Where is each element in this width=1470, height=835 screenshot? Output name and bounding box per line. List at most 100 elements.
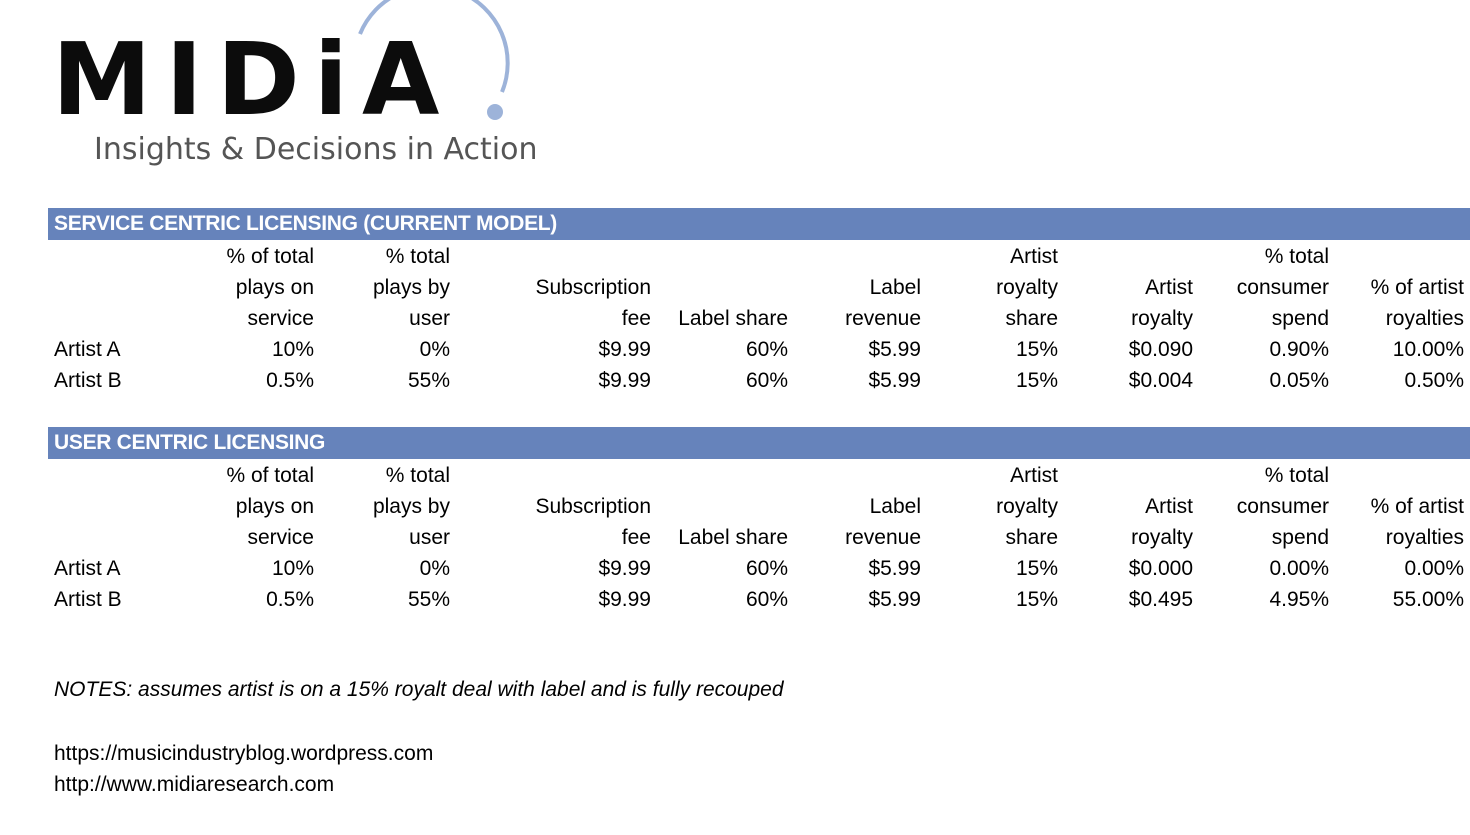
column-header-line — [1131, 460, 1193, 491]
column-header-line — [678, 272, 788, 303]
column-header-line — [678, 460, 788, 491]
column-header-line: service — [247, 526, 314, 549]
column-header: Subscription fee — [535, 241, 651, 334]
column-header: % of artist royalties — [1371, 460, 1464, 553]
column-header-line: spend — [1271, 526, 1329, 549]
column-header: Artist royalty share — [996, 460, 1058, 553]
table-cell: 15% — [1015, 338, 1058, 361]
table-cell: 0.05% — [1269, 369, 1329, 392]
column-header-line: plays by — [372, 276, 450, 299]
column-header-line — [678, 241, 788, 272]
column-header: Artist royalty share — [996, 241, 1058, 334]
table-cell: $0.000 — [1128, 557, 1193, 580]
table-cell: 0.50% — [1404, 369, 1464, 392]
table-cell: $9.99 — [598, 338, 651, 361]
table-row: Artist A 10% 0% $9.99 60% $5.99 15% $0.000 0.00%… — [48, 553, 1470, 584]
column-header: Artist royalty — [1131, 460, 1193, 553]
column-header-line — [1371, 241, 1464, 272]
column-header-line: Subscription — [535, 276, 651, 299]
column-header-line: user — [409, 307, 450, 330]
column-header-line: Artist — [1145, 495, 1193, 518]
row-label: Artist A — [54, 338, 121, 361]
column-header: Label share — [678, 460, 788, 553]
table-cell: 60% — [745, 369, 788, 392]
column-header-line — [678, 491, 788, 522]
table-row: Artist A 10% 0% $9.99 60% $5.99 15% $0.090 0.90%… — [48, 334, 1470, 365]
column-header-line — [1371, 460, 1464, 491]
column-header-line: Label share — [678, 526, 788, 549]
table-cell: $0.495 — [1128, 588, 1193, 611]
column-header-line: service — [247, 307, 314, 330]
column-header-line: Subscription — [535, 495, 651, 518]
column-header: % of total plays on service — [226, 460, 314, 553]
column-header-line: share — [1005, 307, 1058, 330]
notes-text: NOTES: assumes artist is on a 15% royalt… — [54, 678, 784, 701]
blog-link[interactable]: https://musicindustryblog.wordpress.com — [54, 742, 434, 765]
section-title: USER CENTRIC LICENSING — [48, 427, 1470, 459]
column-header-line: % total — [385, 245, 450, 268]
column-header-line: consumer — [1236, 495, 1329, 518]
column-header-line: % of total — [226, 464, 314, 487]
logo-wordmark: MIDiA — [52, 21, 454, 138]
table-cell: 10% — [271, 338, 314, 361]
column-header-line: Label — [869, 276, 921, 299]
column-header-line: user — [409, 526, 450, 549]
column-header-line — [535, 241, 651, 272]
table-cell: $5.99 — [868, 338, 921, 361]
column-header: Label share — [678, 241, 788, 334]
user-centric-section: USER CENTRIC LICENSING % of total plays o… — [48, 427, 1470, 615]
column-header: % of artist royalties — [1371, 241, 1464, 334]
column-header: Subscription fee — [535, 460, 651, 553]
column-header-line: % total — [385, 464, 450, 487]
column-header: % of total plays on service — [226, 241, 314, 334]
service-centric-section: SERVICE CENTRIC LICENSING (CURRENT MODEL… — [48, 208, 1470, 396]
column-header-line: royalty — [996, 495, 1058, 518]
column-header: % total plays by user — [373, 241, 450, 334]
column-header: Label revenue — [845, 460, 921, 553]
table-cell: 0% — [419, 557, 450, 580]
table-cell: $5.99 — [868, 588, 921, 611]
column-header-line: % total — [1264, 245, 1329, 268]
section-title: SERVICE CENTRIC LICENSING (CURRENT MODEL… — [48, 208, 1470, 240]
table-cell: 60% — [745, 557, 788, 580]
table-cell: 60% — [745, 588, 788, 611]
column-header: Label revenue — [845, 241, 921, 334]
column-header-line: % of total — [226, 245, 314, 268]
column-header-line: royalties — [1385, 526, 1464, 549]
table-header: % of total plays on service % total plays by… — [48, 459, 1470, 553]
column-header-line: % of artist — [1370, 495, 1464, 518]
table-cell: 0.5% — [266, 588, 314, 611]
table-cell: 55% — [407, 369, 450, 392]
column-header-line: Label share — [678, 307, 788, 330]
column-header-line — [535, 460, 651, 491]
table-cell: 15% — [1015, 588, 1058, 611]
column-header-line: plays on — [235, 276, 314, 299]
table-cell: 55% — [407, 588, 450, 611]
website-link[interactable]: http://www.midiaresearch.com — [54, 773, 335, 796]
table-cell: 0.5% — [266, 369, 314, 392]
column-header-line: Artist — [1145, 276, 1193, 299]
column-header: % total plays by user — [373, 460, 450, 553]
table-cell: $9.99 — [598, 557, 651, 580]
column-header-line: royalty — [996, 276, 1058, 299]
column-header-line: Label — [869, 495, 921, 518]
logo-arc-icon — [358, 0, 510, 120]
column-header-line: share — [1005, 526, 1058, 549]
column-header-line: royalties — [1385, 307, 1464, 330]
table-cell: 10% — [271, 557, 314, 580]
table-cell: $0.090 — [1128, 338, 1193, 361]
row-label: Artist B — [54, 588, 122, 611]
column-header-line — [1131, 241, 1193, 272]
row-label: Artist B — [54, 369, 122, 392]
table-cell: 60% — [745, 338, 788, 361]
column-header-line: royalty — [1131, 526, 1193, 549]
column-header: % total consumer spend — [1237, 460, 1329, 553]
table-cell: 0.00% — [1404, 557, 1464, 580]
table-cell: 55.00% — [1392, 588, 1464, 611]
table-row: Artist B 0.5% 55% $9.99 60% $5.99 15% $0.004 0.0… — [48, 365, 1470, 396]
table-cell: 4.95% — [1269, 588, 1329, 611]
column-header-line: Artist — [1010, 464, 1058, 487]
table-cell: 0.90% — [1269, 338, 1329, 361]
table-cell: $0.004 — [1128, 369, 1193, 392]
column-header-line: plays on — [235, 495, 314, 518]
